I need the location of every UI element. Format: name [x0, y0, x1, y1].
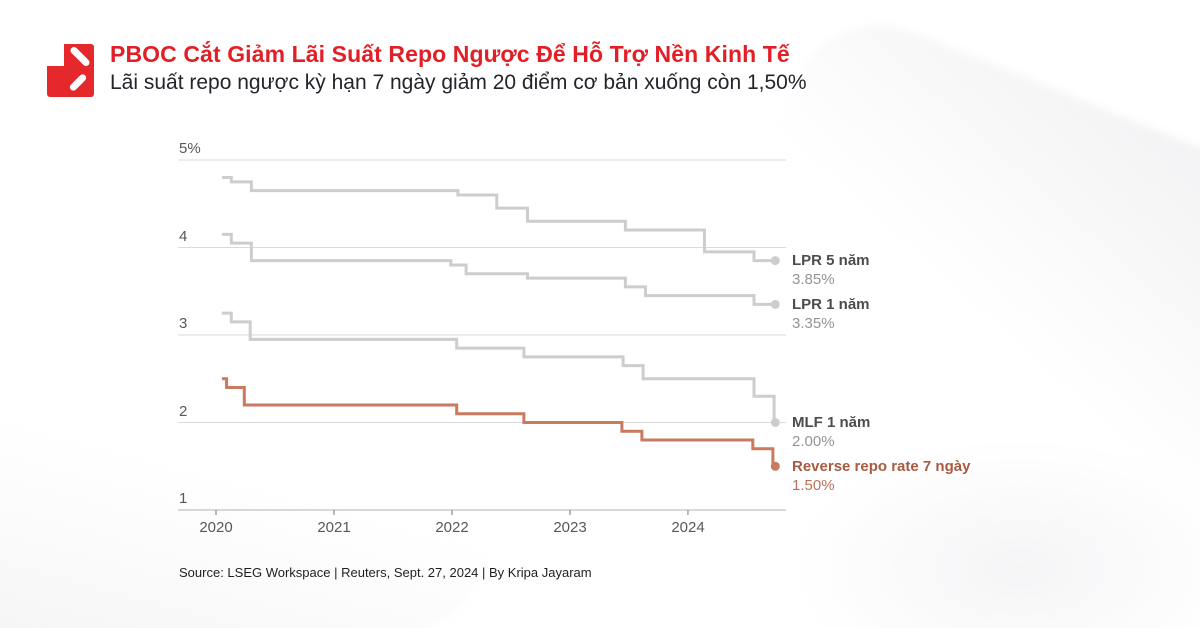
chart-subtitle: Lãi suất repo ngược kỳ hạn 7 ngày giảm 2…	[110, 71, 807, 94]
series-name: LPR 1 năm	[792, 296, 870, 313]
series-label-lpr-5y: LPR 5 năm 3.85%	[792, 251, 870, 289]
y-axis-tick-label: 1	[179, 490, 188, 507]
series-label-lpr-1y: LPR 1 năm 3.35%	[792, 295, 870, 333]
series-end-value: 2.00%	[792, 433, 835, 450]
x-axis-tick-label: 2022	[435, 519, 469, 536]
y-axis-tick-label: 3	[179, 315, 188, 332]
chart-title: PBOC Cắt Giảm Lãi Suất Repo Ngược Để Hỗ …	[110, 41, 790, 67]
series-end-value: 1.50%	[792, 477, 835, 494]
series-name: MLF 1 năm	[792, 414, 871, 431]
series-end-value: 3.85%	[792, 271, 835, 288]
x-axis-tick-label: 2024	[671, 519, 705, 536]
series-name: LPR 5 năm	[792, 252, 870, 269]
brand-logo	[47, 44, 94, 97]
y-axis-tick-label: 2	[179, 403, 188, 420]
x-axis-tick-label: 2023	[553, 519, 587, 536]
source-note: Source: LSEG Workspace | Reuters, Sept. …	[179, 565, 592, 580]
series-name: Reverse repo rate 7 ngày	[792, 458, 971, 475]
series-label-reverse-repo: Reverse repo rate 7 ngày 1.50%	[792, 457, 970, 495]
series-end-value: 3.35%	[792, 315, 835, 332]
logo-corner-notch	[47, 44, 64, 66]
series-label-mlf-1y: MLF 1 năm 2.00%	[792, 413, 870, 451]
y-axis-tick-label: 4	[179, 228, 188, 245]
x-axis-tick-label: 2020	[199, 519, 233, 536]
y-axis-tick-label: 5%	[179, 140, 201, 157]
x-axis-tick-label: 2021	[317, 519, 351, 536]
